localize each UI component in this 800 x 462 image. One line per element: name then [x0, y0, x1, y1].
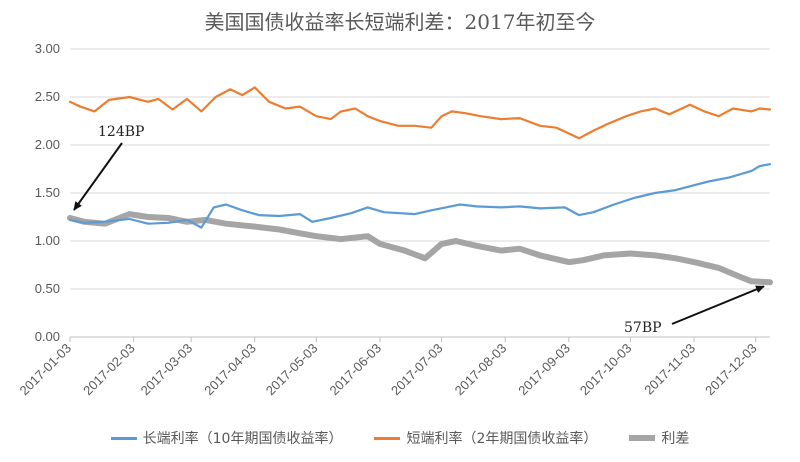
gridlines — [70, 48, 770, 338]
legend-swatch-short — [374, 436, 401, 440]
legend-label-spread: 利差 — [661, 431, 690, 447]
x-tick-label: 2017-12-03 — [702, 341, 760, 399]
x-tick-label: 2017-11-03 — [641, 341, 698, 398]
y-tick-label: 3.00 — [35, 41, 60, 56]
annotation-label-start: 124BP — [98, 124, 144, 140]
x-tick-label: 2017-03-03 — [138, 341, 196, 399]
legend-swatch-spread — [629, 435, 656, 441]
y-axis: 0.00 0.50 1.00 1.50 2.00 2.50 3.00 — [35, 41, 60, 344]
y-tick-label: 1.00 — [35, 233, 60, 248]
x-tick-label: 2017-08-03 — [452, 341, 510, 399]
legend-item-spread[interactable]: 利差 — [629, 428, 689, 448]
annotations: 124BP 57BP — [73, 124, 765, 336]
x-axis: 2017-01-03 2017-02-03 2017-03-03 2017-04-03… — [16, 337, 760, 399]
chart-title: 美国国债收益率长短端利差：2017年初至今 — [204, 10, 596, 34]
annotation-label-end: 57BP — [624, 320, 662, 336]
legend-label-short: 短端利率（2年期国债收益率） — [406, 431, 598, 447]
x-tick-label: 2017-07-03 — [388, 341, 446, 399]
legend-item-long[interactable]: 长端利率（10年期国债收益率） — [110, 428, 343, 448]
legend-item-short[interactable]: 短端利率（2年期国债收益率） — [374, 428, 597, 448]
legend-swatch-long — [110, 436, 137, 440]
y-tick-label: 2.00 — [35, 137, 60, 152]
annotation-arrow-start — [73, 142, 123, 211]
series-lines — [67, 86, 773, 286]
x-tick-label: 2017-01-03 — [16, 341, 74, 399]
annotation-arrow-end — [671, 285, 765, 325]
series-line-long — [68, 163, 772, 229]
y-tick-label: 2.50 — [35, 89, 60, 104]
series-line-spread — [67, 211, 773, 286]
series-line-short — [68, 86, 772, 140]
x-tick-label: 2017-04-03 — [201, 341, 259, 399]
x-tick-label: 2017-10-03 — [577, 341, 635, 399]
x-tick-label: 2017-09-03 — [515, 341, 573, 399]
legend: 长端利率（10年期国债收益率） 短端利率（2年期国债收益率） 利差 — [0, 428, 800, 448]
x-tick-label: 2017-02-03 — [80, 341, 138, 399]
x-tick-label: 2017-05-03 — [263, 341, 321, 399]
legend-label-long: 长端利率（10年期国债收益率） — [142, 431, 343, 447]
y-tick-label: 0.00 — [35, 329, 60, 344]
y-tick-label: 0.50 — [35, 281, 60, 296]
y-tick-label: 1.50 — [35, 185, 60, 200]
x-tick-label: 2017-06-03 — [326, 341, 384, 399]
